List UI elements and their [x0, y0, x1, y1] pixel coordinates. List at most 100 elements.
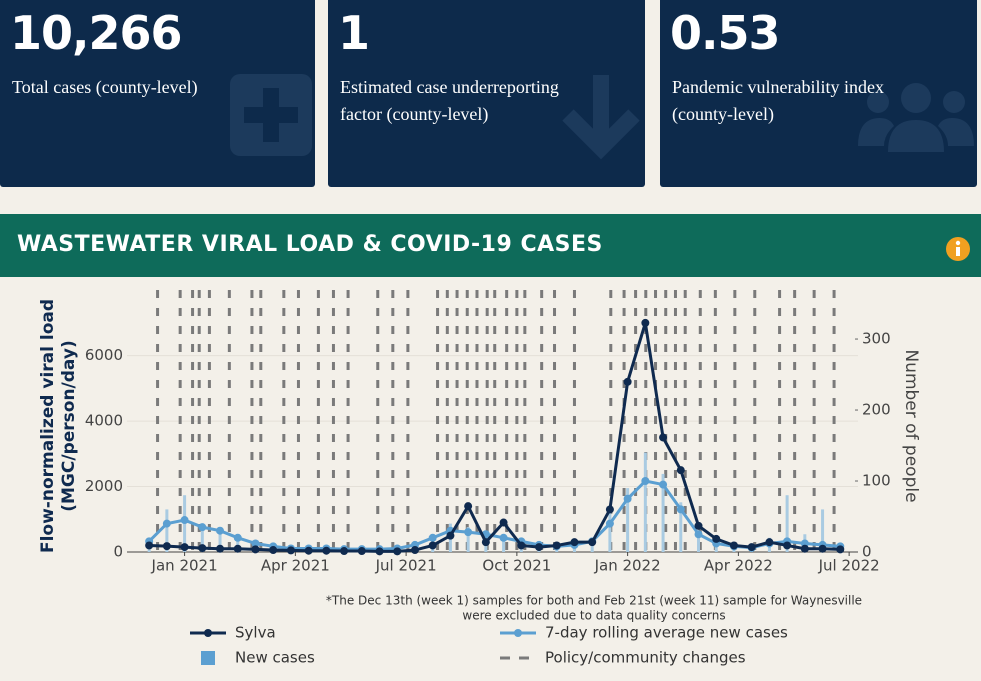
- point: [570, 538, 579, 547]
- y-tick-label: 6000: [85, 346, 123, 364]
- stat-value: 10,266: [10, 6, 183, 60]
- bar: [785, 495, 789, 552]
- legend-symbol: [204, 629, 212, 637]
- stat-value: 1: [338, 6, 370, 60]
- y-tick-label: 4000: [85, 412, 123, 430]
- y2-tick-label: 200: [862, 401, 891, 419]
- x-tick-label: Jan 2022: [594, 557, 661, 575]
- point: [517, 541, 526, 550]
- bar: [608, 512, 612, 552]
- point: [659, 433, 668, 442]
- point: [180, 543, 189, 552]
- bar: [643, 452, 647, 552]
- point: [605, 519, 614, 528]
- bar: [502, 536, 506, 552]
- point: [375, 547, 384, 556]
- y-tick-label: 2000: [85, 477, 123, 495]
- point: [198, 544, 207, 553]
- label-line: (county-level): [672, 104, 774, 124]
- y2-axis-title: Number of people: [901, 349, 921, 502]
- section-header: WASTEWATER VIRAL LOAD & COVID-19 CASES: [0, 214, 981, 277]
- bar: [200, 523, 204, 552]
- footnote: were excluded due to data quality concer…: [462, 609, 725, 623]
- series-line: [148, 479, 841, 551]
- bar: [466, 527, 470, 552]
- point: [198, 523, 207, 532]
- stat-card: 1 Estimated case underreporting factor (c…: [328, 0, 645, 187]
- x-tick-label: Oct 2021: [482, 557, 551, 575]
- point: [410, 546, 419, 555]
- stat-label: Estimated case underreporting factor (cou…: [340, 74, 559, 128]
- stat-value: 0.53: [670, 6, 780, 60]
- point: [428, 541, 437, 550]
- bar: [821, 509, 825, 552]
- point: [765, 538, 774, 547]
- bar: [697, 530, 701, 552]
- point: [800, 544, 809, 553]
- point: [251, 539, 260, 548]
- point: [251, 545, 260, 554]
- legend-symbol: [201, 651, 215, 665]
- point: [552, 541, 561, 550]
- point: [605, 505, 614, 514]
- section-title: WASTEWATER VIRAL LOAD & COVID-19 CASES: [17, 232, 603, 257]
- x-tick-label: Apr 2021: [261, 557, 330, 575]
- stat-card: 10,266 Total cases (county-level): [0, 0, 315, 187]
- y-axis-title-line: (MGC/person/day): [59, 340, 79, 512]
- x-tick-label: Jul 2022: [818, 557, 880, 575]
- point: [659, 480, 668, 489]
- point: [357, 547, 366, 556]
- stat-card: 0.53 Pandemic vulnerability index (county…: [660, 0, 977, 187]
- legend-label: Sylva: [235, 624, 276, 642]
- legend-label: Policy/community changes: [545, 649, 746, 667]
- point: [641, 318, 650, 327]
- x-tick-label: Jul 2021: [375, 557, 437, 575]
- point: [216, 526, 225, 535]
- footnote: *The Dec 13th (week 1) samples for both …: [326, 594, 862, 608]
- bar: [165, 509, 169, 552]
- point: [623, 377, 632, 386]
- point: [464, 528, 473, 537]
- y-tick-label: 0: [113, 543, 123, 561]
- point: [233, 544, 242, 553]
- point: [694, 530, 703, 539]
- point: [783, 541, 792, 550]
- y2-tick-label: 0: [862, 543, 872, 561]
- legend-label: New cases: [235, 649, 315, 667]
- stat-label: Pandemic vulnerability index (county-leve…: [672, 74, 884, 128]
- series-line: [149, 322, 841, 553]
- point: [729, 541, 738, 550]
- point: [322, 546, 331, 555]
- point: [269, 546, 278, 555]
- point: [481, 538, 490, 547]
- point: [676, 466, 685, 475]
- bar: [218, 527, 222, 552]
- point: [623, 494, 632, 503]
- arrow-icon: [562, 75, 640, 160]
- point: [712, 534, 721, 543]
- label-line: Pandemic vulnerability index: [672, 77, 884, 97]
- y-axis-title-line: Flow-normalized viral load: [38, 299, 58, 553]
- bar: [679, 502, 683, 552]
- bar: [661, 473, 665, 552]
- stat-label: Total cases (county-level): [12, 74, 198, 101]
- point: [747, 543, 756, 552]
- chart: 0 2000 4000 6000 0 100 200 300 Jan 2021 Apr 2021 J…: [38, 290, 921, 667]
- legend-symbol: [514, 629, 522, 637]
- label-line: factor (county-level): [340, 104, 489, 124]
- point: [162, 542, 171, 551]
- point: [464, 502, 473, 511]
- label-line: Total cases (county-level): [12, 77, 198, 97]
- point: [641, 477, 650, 486]
- point: [676, 505, 685, 514]
- point: [340, 547, 349, 556]
- y2-tick-label: 100: [862, 472, 891, 490]
- info-icon[interactable]: [945, 236, 971, 262]
- point: [818, 544, 827, 553]
- point: [304, 546, 313, 555]
- plus-icon: [230, 74, 312, 156]
- point: [446, 531, 455, 540]
- point: [694, 521, 703, 530]
- point: [393, 547, 402, 556]
